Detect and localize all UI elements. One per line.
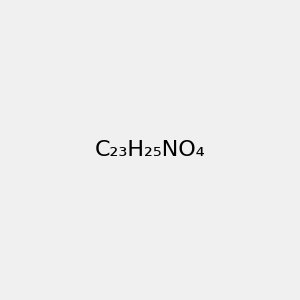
Text: C₂₃H₂₅NO₄: C₂₃H₂₅NO₄ [95, 140, 205, 160]
